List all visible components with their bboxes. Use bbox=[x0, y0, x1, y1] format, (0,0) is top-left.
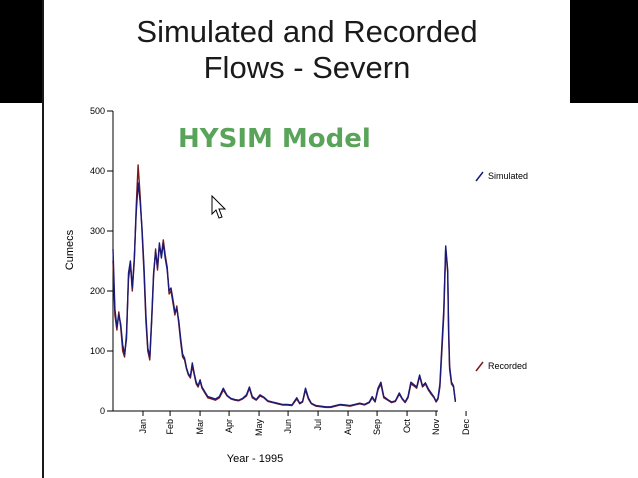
legend-label-recorded: Recorded bbox=[488, 361, 527, 371]
legend-label-simulated: Simulated bbox=[488, 171, 528, 181]
legend-swatch-simulated bbox=[475, 171, 484, 182]
y-tick-label: 100 bbox=[90, 346, 105, 356]
x-tick-label-jun: Jun bbox=[283, 419, 293, 434]
series-line-recorded bbox=[112, 164, 457, 409]
y-tick-label: 200 bbox=[90, 286, 105, 296]
chart-legend: Simulated Recorded bbox=[475, 171, 528, 372]
x-tick-label-feb: Feb bbox=[165, 419, 175, 435]
y-tick-label: 400 bbox=[90, 166, 105, 176]
y-tick-label: 500 bbox=[90, 106, 105, 116]
slide-title-line-1: Simulated and Recorded bbox=[136, 14, 478, 49]
model-label: HYSIM Model bbox=[178, 124, 371, 154]
slide-left-border bbox=[42, 0, 44, 478]
x-tick-label-jul: Jul bbox=[313, 419, 323, 431]
slide-title-line-2: Flows - Severn bbox=[203, 50, 411, 85]
y-tick-label: 300 bbox=[90, 226, 105, 236]
x-tick-label-mar: Mar bbox=[195, 419, 205, 435]
x-tick-label-aug: Aug bbox=[343, 419, 353, 435]
slide-canvas bbox=[44, 0, 570, 478]
x-tick-label-oct: Oct bbox=[402, 419, 412, 434]
x-tick-label-jan: Jan bbox=[138, 419, 148, 434]
y-axis-title: Cumecs bbox=[64, 229, 76, 270]
x-tick-label-apr: Apr bbox=[224, 419, 234, 433]
chart-axes: 0 100 200 300 400 500 Jan Feb Mar Apr May Jun Jul Aug… bbox=[90, 106, 471, 436]
legend-swatch-recorded bbox=[475, 361, 484, 372]
slide-title: Simulated and Recorded Flows - Severn bbox=[44, 14, 570, 86]
x-tick-label-nov: Nov bbox=[431, 419, 441, 436]
y-tick-label: 0 bbox=[100, 406, 105, 416]
mouse-pointer-icon bbox=[211, 194, 227, 219]
x-tick-label-dec: Dec bbox=[461, 419, 471, 436]
x-tick-label-may: May bbox=[254, 419, 264, 437]
series-line-simulated bbox=[112, 182, 457, 408]
chart-series bbox=[112, 164, 457, 409]
x-axis-title: Year - 1995 bbox=[227, 453, 283, 465]
x-tick-label-sep: Sep bbox=[372, 419, 382, 435]
